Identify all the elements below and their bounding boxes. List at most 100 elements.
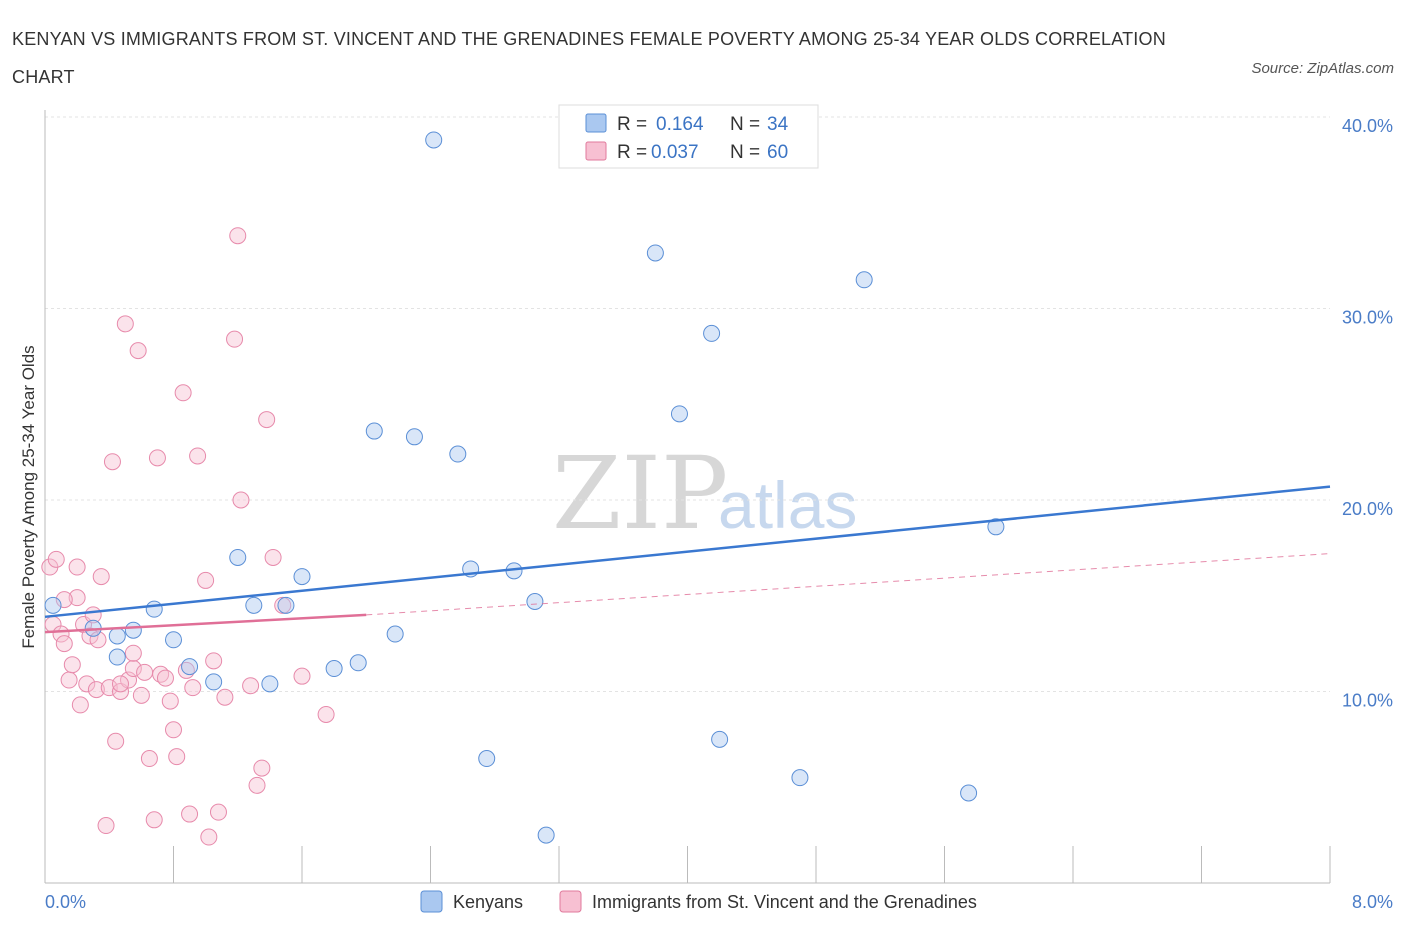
data-point-svg — [209, 803, 227, 821]
data-point-svg — [103, 453, 121, 471]
data-point-svg — [129, 342, 147, 360]
data-point-kenyans — [987, 518, 1005, 536]
watermark-zip: ZIP — [552, 435, 728, 552]
data-point-kenyans — [711, 730, 729, 748]
data-point-svg — [145, 811, 163, 829]
data-point-kenyans — [108, 627, 126, 645]
y-axis-label: Female Poverty Among 25-34 Year Olds — [19, 345, 38, 648]
data-point-svg — [71, 696, 89, 714]
data-point-svg — [181, 805, 199, 823]
data-point-svg — [248, 776, 266, 794]
watermark-atlas: atlas — [718, 468, 857, 542]
legend-n-label-svg: N = — [730, 142, 760, 163]
y-tick-labels: 10.0% 20.0% 30.0% 40.0% — [1342, 116, 1393, 711]
data-point-kenyans — [277, 596, 295, 614]
data-point-kenyans — [124, 621, 142, 639]
data-point-svg — [168, 748, 186, 766]
data-point-svg — [55, 591, 73, 609]
x-tick-label-max: 8.0% — [1352, 892, 1393, 912]
y-tick-label: 20.0% — [1342, 499, 1393, 519]
data-point-svg — [100, 679, 118, 697]
data-point-svg — [136, 663, 154, 681]
trend-line-svg-solid — [44, 613, 367, 634]
data-point-svg — [253, 759, 271, 777]
legend-swatch-svg — [585, 141, 607, 161]
data-point-svg — [264, 548, 282, 566]
data-point-kenyans — [365, 422, 383, 440]
data-point-kenyans — [425, 131, 443, 149]
source-label: Source: ZipAtlas.com — [1251, 60, 1394, 77]
data-point-svg — [197, 571, 215, 589]
trend-line-svg-dashed — [366, 553, 1331, 616]
legend-r-label-kenyans: R = — [617, 114, 647, 135]
data-point-svg — [232, 491, 250, 509]
data-point-kenyans — [670, 405, 688, 423]
data-point-kenyans — [526, 592, 544, 610]
data-point-kenyans — [261, 675, 279, 693]
data-point-kenyans — [855, 271, 873, 289]
data-point-svg — [63, 656, 81, 674]
data-point-svg — [132, 686, 150, 704]
bottom-legend-label-kenyans: Kenyans — [453, 892, 523, 912]
data-point-kenyans — [181, 658, 199, 676]
data-point-svg — [124, 660, 142, 678]
legend-r-label-svg: R = — [617, 142, 647, 163]
data-point-svg — [68, 589, 86, 607]
data-point-kenyans — [165, 631, 182, 649]
data-point-kenyans — [386, 625, 404, 643]
series-legend: Kenyans Immigrants from St. Vincent and … — [420, 890, 977, 913]
data-point-svg — [107, 732, 125, 750]
y-tick-label: 40.0% — [1342, 116, 1393, 136]
data-point-svg — [87, 681, 105, 699]
data-point-kenyans — [960, 784, 978, 802]
gridlines — [45, 116, 1330, 692]
data-point-kenyans — [791, 769, 809, 787]
data-point-kenyans — [537, 826, 555, 844]
data-point-kenyans — [349, 654, 367, 672]
data-point-svg — [258, 411, 276, 429]
data-point-kenyans — [229, 548, 247, 566]
data-point-svg — [226, 330, 244, 348]
x-tick-label-min: 0.0% — [45, 892, 86, 912]
data-point-svg — [68, 558, 86, 576]
bottom-legend-swatch-kenyans — [420, 890, 443, 913]
data-point-svg — [97, 817, 115, 835]
trend-lines — [44, 485, 1331, 634]
data-point-svg — [140, 750, 158, 768]
data-point-kenyans — [245, 596, 263, 614]
data-point-svg — [216, 688, 234, 706]
data-point-svg — [124, 644, 142, 662]
data-point-svg — [200, 828, 218, 846]
data-point-kenyans — [293, 568, 311, 586]
legend-r-value-kenyans: 0.164 — [656, 114, 704, 135]
data-point-kenyans — [205, 673, 223, 691]
data-point-svg — [205, 652, 223, 670]
data-point-svg — [92, 568, 110, 586]
data-point-svg — [184, 679, 202, 697]
data-point-svg — [156, 669, 174, 687]
data-point-svg — [78, 675, 96, 693]
legend-n-label-kenyans: N = — [730, 114, 760, 135]
chart-title: KENYAN VS IMMIGRANTS FROM ST. VINCENT AN… — [12, 29, 1166, 87]
y-tick-label: 30.0% — [1342, 308, 1393, 328]
data-point-svg — [242, 677, 260, 695]
legend-n-value-kenyans: 34 — [767, 114, 789, 135]
data-point-kenyans — [478, 750, 496, 768]
data-point-kenyans — [145, 600, 163, 618]
y-tick-label: 10.0% — [1342, 691, 1393, 711]
data-point-svg — [60, 671, 78, 689]
data-point-svg — [161, 692, 179, 710]
trend-line-kenyans — [44, 485, 1331, 619]
data-point-svg — [148, 449, 166, 467]
legend-r-value-svg: 0.037 — [651, 142, 699, 163]
data-point-kenyans — [44, 596, 62, 614]
data-point-kenyans — [325, 660, 343, 678]
bottom-legend-label-svg: Immigrants from St. Vincent and the Gren… — [592, 892, 977, 912]
data-point-kenyans — [108, 648, 126, 666]
data-point-kenyans — [405, 428, 423, 446]
data-point-svg — [174, 384, 192, 402]
series-kenyans-points — [44, 131, 1005, 844]
data-point-kenyans — [646, 244, 664, 262]
series-svg-points — [41, 227, 335, 846]
